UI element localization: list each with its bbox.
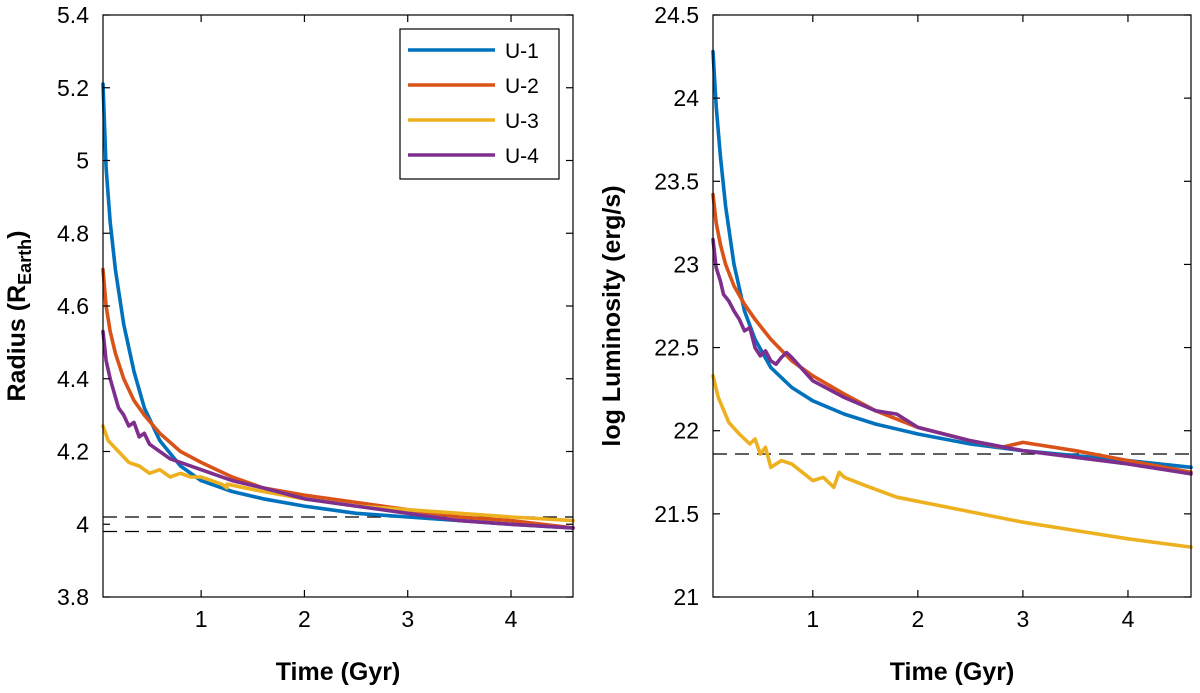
radius-series-lines: [101, 82, 575, 530]
radius-series-u-2: [101, 267, 575, 530]
radius-y-tick-label: 4.4: [57, 366, 89, 392]
luminosity-y-tick-label: 24.5: [654, 2, 699, 28]
luminosity-series-u-3: [711, 373, 1193, 549]
radius-series-u-1: [101, 82, 575, 530]
luminosity-y-tick-label: 23.5: [654, 168, 699, 194]
luminosity-y-tick-label: 21.5: [654, 501, 699, 527]
luminosity-y-tick-label: 21: [673, 584, 699, 610]
radius-x-tick-label: 4: [505, 606, 518, 632]
radius-series-u-4: [101, 329, 575, 530]
radius-y-axis-label: Radius (REarth): [3, 230, 35, 401]
legend-label-u-4: U-4: [505, 145, 539, 168]
radius-x-tick-label: 2: [298, 606, 311, 632]
legend: U-1 U-2 U-3 U-4: [399, 28, 560, 180]
luminosity-x-tick-label: 2: [911, 606, 924, 632]
radius-y-tick-label: 4: [76, 511, 89, 537]
radius-x-tick-label: 3: [401, 606, 414, 632]
radius-y-tick-label: 4.2: [57, 439, 89, 465]
radius-y-tick-label: 4.8: [57, 220, 89, 246]
luminosity-plot-frame: [712, 14, 1192, 598]
radius-y-tick-label: 5: [76, 148, 89, 174]
luminosity-series-u-2: [711, 192, 1193, 475]
luminosity-series-u-4: [711, 237, 1193, 476]
luminosity-x-tick-label: 4: [1122, 606, 1135, 632]
radius-y-tick-label: 3.8: [57, 584, 89, 610]
luminosity-x-tick-label: 3: [1017, 606, 1030, 632]
radius-y-tick-label: 4.6: [57, 293, 89, 319]
radius-y-tick-label: 5.2: [57, 75, 89, 101]
legend-label-u-2: U-2: [505, 75, 539, 98]
radius-y-label-main: Radius (R: [3, 285, 31, 402]
luminosity-y-tick-label: 22.5: [654, 335, 699, 361]
luminosity-y-axis-label: log Luminosity (erg/s): [598, 185, 626, 446]
radius-y-label-close: ): [3, 230, 31, 238]
luminosity-x-axis-label: Time (Gyr): [890, 658, 1015, 686]
legend-label-u-1: U-1: [505, 40, 539, 63]
luminosity-series-lines: [711, 49, 1193, 549]
luminosity-x-tick-label: 1: [806, 606, 819, 632]
radius-series-u-3: [101, 424, 229, 490]
radius-y-label-subscript: Earth: [15, 239, 35, 285]
radius-x-tick-label: 1: [195, 606, 208, 632]
luminosity-y-tick-label: 23: [673, 251, 699, 277]
radius-reference-lines: [103, 516, 573, 533]
legend-label-u-3: U-3: [505, 110, 539, 133]
radius-y-tick-label: 5.4: [57, 2, 89, 28]
luminosity-y-tick-label: 22: [673, 418, 699, 444]
radius-ticks: 1 2 3 4 3.8 4 4.2 4.4 4.6 4.8 5 5.2 5.4: [57, 2, 573, 632]
radius-x-axis-label: Time (Gyr): [276, 658, 401, 686]
luminosity-y-tick-label: 24: [673, 85, 699, 111]
luminosity-series-u-1: [711, 49, 1193, 470]
left-panel: 1 2 3 4 3.8 4 4.2 4.4 4.6 4.8 5 5.2 5.4 Time (Gyr) R…: [3, 2, 575, 686]
